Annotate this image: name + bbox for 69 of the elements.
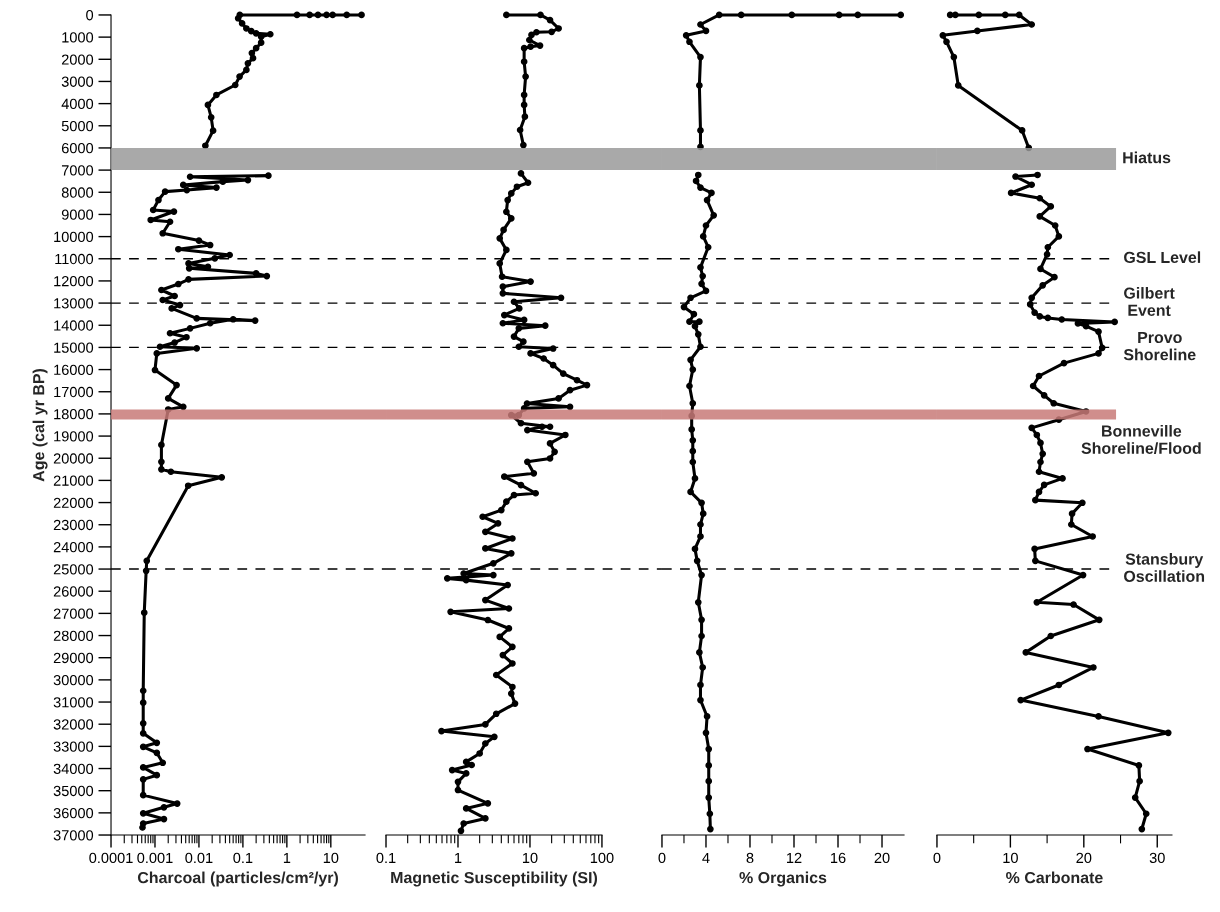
y-tick-label: 4000 bbox=[61, 98, 94, 110]
x-tick-label: 0.1 bbox=[376, 852, 396, 864]
y-tick-label: 23000 bbox=[53, 519, 94, 531]
y-tick-label: 3000 bbox=[61, 76, 94, 87]
y-tick-label: 21000 bbox=[53, 475, 94, 486]
x-tick-label: 0 bbox=[933, 852, 941, 864]
x-tick-label: 20 bbox=[1076, 852, 1092, 864]
y-tick-label: 29000 bbox=[53, 652, 94, 664]
y-tick-label: 12000 bbox=[54, 276, 94, 287]
band-label: Bonneville Shoreline/Flood bbox=[1081, 424, 1201, 455]
x-tick-label: 10 bbox=[522, 852, 538, 864]
y-tick-label: 26000 bbox=[53, 586, 94, 597]
y-tick-label: 22000 bbox=[53, 497, 94, 508]
y-tick-label: 28000 bbox=[53, 630, 94, 641]
y-tick-label: 10000 bbox=[54, 231, 94, 243]
x-tick-label: 8 bbox=[746, 852, 754, 864]
x-tick-label: 0.01 bbox=[185, 852, 213, 864]
y-tick-label: 35000 bbox=[53, 785, 94, 797]
x-tick-label: 20 bbox=[874, 852, 890, 864]
y-tick-label: 15000 bbox=[54, 342, 94, 353]
ref-line-label: Stansbury Oscillation bbox=[1124, 553, 1205, 582]
y-tick-label: 7000 bbox=[61, 165, 94, 176]
ref-line-label: GSL Level bbox=[1124, 251, 1201, 264]
y-tick-label: 17000 bbox=[54, 386, 94, 398]
x-tick-label: 16 bbox=[831, 852, 846, 864]
y-tick-label: 30000 bbox=[53, 674, 94, 686]
x-tick-label: 4 bbox=[702, 852, 710, 863]
y-tick-label: 14000 bbox=[54, 320, 94, 331]
y-tick-label: 2000 bbox=[61, 54, 94, 65]
x-axis-title: % Carbonate bbox=[1006, 871, 1103, 884]
y-tick-label: 8000 bbox=[61, 187, 94, 198]
y-tick-label: 5000 bbox=[61, 120, 94, 132]
x-tick-label: 1 bbox=[455, 852, 462, 863]
y-tick-label: 37000 bbox=[53, 830, 94, 841]
y-tick-label: 19000 bbox=[54, 431, 94, 442]
ref-line-label: Provo Shoreline bbox=[1123, 331, 1196, 361]
y-tick-label: 24000 bbox=[53, 542, 94, 553]
x-tick-label: 12 bbox=[787, 852, 802, 863]
x-tick-label: 1 bbox=[283, 852, 291, 863]
y-tick-label: 13000 bbox=[54, 298, 94, 309]
x-tick-label: 100 bbox=[590, 852, 614, 864]
x-axis-title: % Organics bbox=[739, 871, 827, 887]
y-tick-label: 6000 bbox=[61, 143, 94, 154]
y-tick-label: 25000 bbox=[53, 564, 94, 575]
y-tick-label: 33000 bbox=[53, 741, 94, 752]
y-tick-label: 9000 bbox=[61, 209, 94, 220]
y-tick-label: 31000 bbox=[53, 697, 94, 708]
y-tick-label: 32000 bbox=[53, 719, 94, 730]
y-axis-title: Age (cal yr BP) bbox=[32, 368, 48, 482]
y-tick-label: 11000 bbox=[55, 253, 94, 265]
x-tick-label: 10 bbox=[1003, 852, 1018, 864]
y-tick-label: 20000 bbox=[53, 453, 94, 464]
y-tick-label: 34000 bbox=[53, 763, 94, 774]
y-tick-label: 1000 bbox=[62, 32, 94, 43]
x-tick-label: 10 bbox=[323, 852, 339, 864]
x-tick-label: 0.1 bbox=[233, 852, 253, 864]
y-tick-label: 16000 bbox=[54, 364, 94, 376]
x-tick-label: 30 bbox=[1149, 852, 1165, 864]
x-axis-title: Magnetic Susceptibility (SI) bbox=[391, 871, 598, 887]
y-tick-label: 18000 bbox=[54, 409, 94, 420]
x-axis-title: Charcoal (particles/cm²/yr) bbox=[137, 871, 338, 887]
x-tick-label: 0.0001 bbox=[89, 852, 133, 864]
y-tick-label: 36000 bbox=[53, 807, 94, 819]
y-tick-label: 0 bbox=[86, 10, 94, 21]
x-tick-label: 0.001 bbox=[137, 852, 173, 864]
band-label: Hiatus bbox=[1123, 151, 1171, 164]
x-tick-label: 0 bbox=[658, 852, 666, 864]
y-tick-label: 27000 bbox=[53, 608, 94, 619]
ref-line-label: Gilbert Event bbox=[1124, 287, 1175, 316]
